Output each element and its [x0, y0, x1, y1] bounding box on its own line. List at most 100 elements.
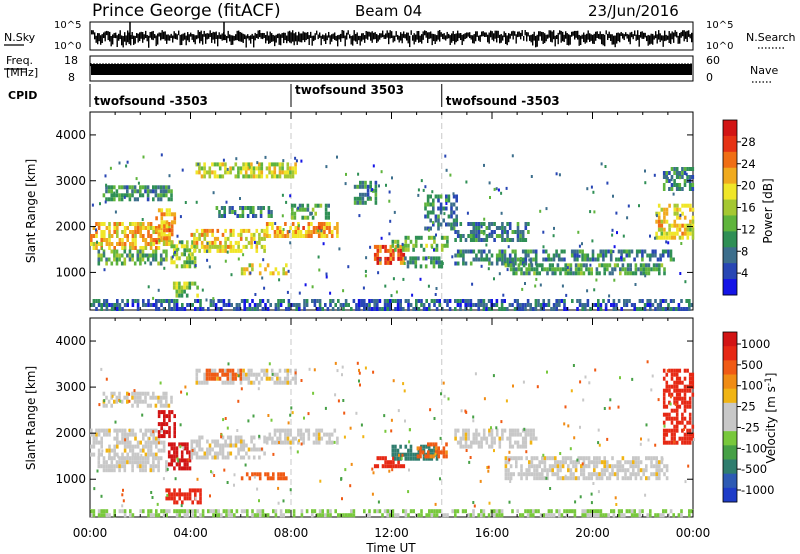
echo-speckle — [593, 210, 596, 214]
echo-cell — [105, 513, 109, 518]
echo-cell — [291, 170, 295, 175]
echo-cell — [673, 368, 676, 373]
echo-cell — [245, 472, 249, 477]
nsearch-tick-bottom: 10^0 — [706, 41, 733, 52]
echo-speckle — [511, 154, 514, 158]
echo-cell — [160, 434, 163, 439]
echo-cell — [307, 222, 311, 226]
echo-speckle — [672, 192, 675, 196]
echo-speckle — [579, 495, 582, 499]
y-tick-label: 2000 — [55, 426, 86, 440]
echo-cell — [229, 439, 233, 444]
echo-cell — [469, 303, 473, 307]
echo-cell — [673, 432, 676, 437]
echo-cell — [577, 460, 580, 465]
echo-cell — [623, 299, 626, 303]
echo-cell — [586, 303, 590, 307]
echo-cell — [123, 230, 127, 234]
echo-cell — [464, 436, 468, 441]
echo-cell — [229, 232, 233, 237]
echo-cell — [237, 451, 240, 456]
echo-cell — [507, 263, 510, 268]
echo-cell — [175, 500, 179, 505]
echo-cell — [586, 509, 590, 514]
nsky-bar — [272, 34, 274, 42]
echo-cell — [638, 513, 642, 518]
echo-cell — [317, 432, 321, 437]
nsky-bar — [187, 32, 189, 41]
echo-cell — [665, 384, 669, 389]
echo-cell — [426, 210, 430, 215]
echo-speckle — [146, 253, 149, 257]
echo-cell — [134, 436, 137, 441]
echo-cell — [516, 428, 520, 433]
echo-cell — [157, 197, 160, 202]
echo-cell — [459, 253, 463, 258]
echo-cell — [378, 299, 382, 303]
echo-cell — [495, 299, 499, 303]
echo-cell — [610, 509, 613, 514]
echo-cell — [587, 460, 591, 465]
echo-cell — [168, 212, 171, 217]
nsky-bar — [439, 30, 441, 42]
echo-cell — [580, 267, 583, 272]
echo-cell — [243, 307, 246, 311]
nsky-bar — [170, 33, 172, 39]
echo-cell — [404, 456, 408, 461]
echo-cell — [149, 440, 153, 445]
echo-cell — [152, 249, 155, 254]
echo-cell — [594, 509, 597, 514]
echo-cell — [386, 303, 389, 307]
echo-cell — [170, 399, 173, 404]
echo-cell — [363, 299, 366, 303]
echo-cell — [490, 253, 494, 258]
echo-cell — [144, 460, 147, 465]
echo-cell — [501, 249, 504, 254]
echo-cell — [131, 428, 135, 433]
echo-speckle — [206, 241, 209, 245]
echo-cell — [503, 253, 507, 258]
echo-cell — [144, 395, 147, 400]
echo-cell — [691, 227, 695, 232]
echo-cell — [419, 450, 422, 455]
echo-cell — [649, 509, 652, 514]
echo-cell — [417, 299, 421, 303]
echo-cell — [133, 197, 137, 202]
echo-cell — [165, 399, 168, 404]
echo-speckle — [312, 391, 315, 395]
echo-cell — [472, 509, 475, 514]
echo-speckle — [546, 370, 548, 374]
nsky-bar — [371, 31, 373, 43]
echo-cell — [648, 257, 652, 262]
echo-cell — [105, 242, 109, 246]
echo-cell — [319, 203, 323, 208]
echo-speckle — [380, 236, 383, 240]
echo-cell — [136, 226, 140, 230]
echo-cell — [266, 299, 270, 303]
echo-cell — [165, 488, 168, 493]
echo-cell — [163, 434, 166, 439]
echo-cell — [480, 444, 483, 449]
echo-cell — [325, 440, 329, 445]
nsky-bar — [649, 35, 651, 45]
cpid-label: CPID — [8, 89, 37, 102]
echo-cell — [268, 166, 271, 171]
echo-cell — [299, 428, 303, 433]
echo-cell — [433, 303, 436, 307]
echo-speckle — [488, 232, 491, 236]
echo-cell — [688, 440, 692, 445]
echo-cell — [90, 234, 93, 238]
echo-cell — [678, 223, 682, 228]
echo-speckle — [160, 153, 163, 157]
echo-cell — [244, 166, 248, 171]
echo-cell — [389, 244, 393, 249]
echo-cell — [604, 303, 608, 307]
echo-cell — [159, 456, 163, 461]
echo-cell — [180, 450, 184, 455]
echo-cell — [686, 223, 690, 228]
echo-cell — [144, 185, 147, 190]
echo-cell — [616, 472, 619, 477]
echo-cell — [144, 399, 147, 404]
nsky-bar — [293, 33, 295, 46]
echo-cell — [131, 242, 135, 246]
